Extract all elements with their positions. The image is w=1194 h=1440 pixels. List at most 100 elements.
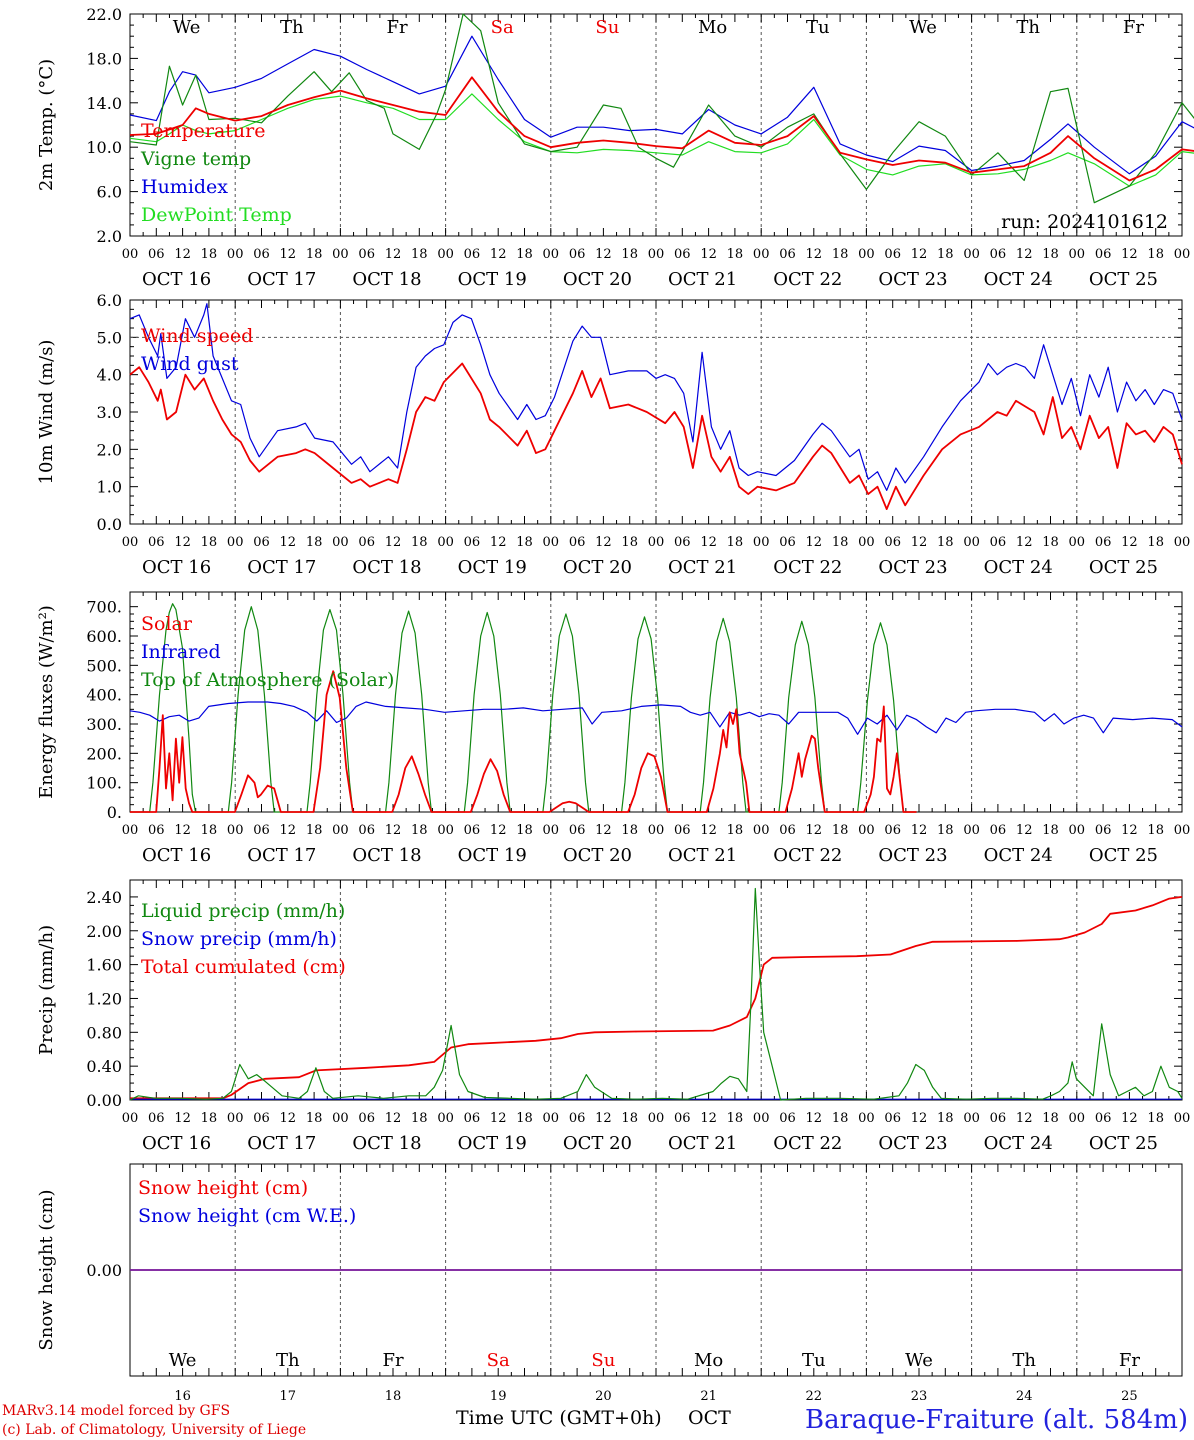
x-hour-label: 12 [700, 823, 717, 838]
x-hour-label: 06 [253, 823, 270, 838]
y-tick-label: 300. [86, 715, 122, 734]
x-hour-label: 18 [1042, 1111, 1059, 1126]
y-tick-label: 10.0 [86, 138, 122, 157]
x-hour-label: 18 [832, 535, 849, 550]
y-tick-label: 22.0 [86, 5, 122, 24]
x-hour-label: 18 [516, 535, 533, 550]
x-hour-label: 12 [595, 1111, 612, 1126]
x-hour-label: 12 [280, 247, 297, 262]
x-hour-label: 00 [332, 1111, 349, 1126]
x-hour-label: 00 [753, 1111, 770, 1126]
y-tick-label: 2.0 [97, 440, 122, 459]
x-hour-label: 00 [858, 823, 875, 838]
x-hour-label: 06 [148, 1111, 165, 1126]
y-tick-label: 2.00 [86, 922, 122, 941]
x-hour-label: 18 [1147, 247, 1164, 262]
x-hour-label: 00 [858, 535, 875, 550]
x-hour-label: 06 [990, 247, 1007, 262]
x-hour-label: 18 [1147, 823, 1164, 838]
x-hour-label: 12 [1016, 535, 1033, 550]
x-hour-label: 18 [201, 1111, 218, 1126]
x-hour-label: 12 [280, 535, 297, 550]
series-line-liquid-precip-mm-h [129, 887, 1183, 1101]
x-hour-label: 18 [201, 823, 218, 838]
series-line-humidex [129, 35, 1194, 175]
y-tick-label: 2.0 [97, 227, 122, 246]
x-hour-label: 06 [569, 535, 586, 550]
x-hour-label: 06 [1095, 1111, 1112, 1126]
x-hour-label: 06 [674, 247, 691, 262]
x-date-label: OCT 23 [878, 845, 947, 866]
x-hour-label: 12 [385, 1111, 402, 1126]
run-label: run: 2024101612 [1001, 211, 1168, 233]
y-axis-label: 10m Wind (m/s) [36, 340, 57, 485]
x-hour-label: 00 [963, 823, 980, 838]
x-hour-label: 18 [727, 535, 744, 550]
series-line-dewpoint-temp [129, 93, 1194, 187]
x-hour-label: 12 [1121, 823, 1138, 838]
weekday-label: Su [591, 1350, 615, 1371]
x-hour-label: 00 [543, 247, 560, 262]
weekday-label: Th [280, 17, 304, 38]
day-number-label: 21 [700, 1389, 717, 1404]
x-hour-label: 12 [385, 535, 402, 550]
x-date-label: OCT 23 [878, 557, 947, 578]
x-date-label: OCT 21 [668, 269, 737, 290]
y-tick-label: 5.0 [97, 328, 122, 347]
legend-entry: Vigne temp [140, 148, 251, 170]
panel-2 [129, 299, 1183, 525]
x-hour-label: 00 [1174, 535, 1191, 550]
day-number-label: 16 [174, 1389, 191, 1404]
x-hour-label: 18 [937, 247, 954, 262]
x-hour-label: 06 [358, 823, 375, 838]
y-tick-label: 0.80 [86, 1023, 122, 1042]
y-axis-label: Precip (mm/h) [36, 925, 57, 1055]
legend-entry: Snow precip (mm/h) [141, 928, 337, 950]
x-hour-label: 18 [201, 535, 218, 550]
x-hour-label: 06 [358, 1111, 375, 1126]
weekday-label: Th [1016, 17, 1040, 38]
footer-month: OCT [688, 1407, 731, 1429]
series-line-infrared [129, 701, 1183, 735]
weekday-label: We [169, 1350, 197, 1371]
x-hour-label: 00 [648, 247, 665, 262]
x-date-label: OCT 21 [668, 557, 737, 578]
x-hour-label: 00 [543, 535, 560, 550]
x-hour-label: 12 [806, 247, 823, 262]
x-hour-label: 06 [779, 823, 796, 838]
x-hour-label: 00 [543, 1111, 560, 1126]
x-hour-label: 00 [437, 247, 454, 262]
panel-3 [129, 591, 1183, 813]
x-hour-label: 00 [963, 535, 980, 550]
x-date-label: OCT 25 [1089, 1133, 1158, 1154]
weekday-label: Fr [1123, 17, 1144, 38]
x-hour-label: 18 [306, 247, 323, 262]
weekday-label: Tu [802, 1350, 826, 1371]
x-hour-label: 00 [227, 247, 244, 262]
x-date-label: OCT 17 [247, 845, 316, 866]
weekday-label: We [173, 17, 201, 38]
y-tick-label: 4.0 [97, 366, 122, 385]
x-hour-label: 00 [122, 247, 139, 262]
legend-entry: Total cumulated (cm) [141, 956, 346, 978]
x-hour-label: 06 [884, 1111, 901, 1126]
x-hour-label: 12 [806, 1111, 823, 1126]
y-tick-label: 0.40 [86, 1057, 122, 1076]
weekday-label: Tu [806, 17, 830, 38]
x-hour-label: 06 [674, 1111, 691, 1126]
x-hour-label: 00 [332, 823, 349, 838]
day-number-label: 23 [911, 1389, 928, 1404]
x-date-label: OCT 17 [247, 1133, 316, 1154]
x-hour-label: 06 [569, 1111, 586, 1126]
x-date-label: OCT 16 [142, 1133, 211, 1154]
x-hour-label: 18 [727, 823, 744, 838]
x-hour-label: 00 [1174, 823, 1191, 838]
series-line-wind-gust [129, 303, 1183, 491]
y-tick-label: 0.0 [97, 515, 122, 534]
day-number-label: 20 [595, 1389, 612, 1404]
x-date-label: OCT 20 [563, 1133, 632, 1154]
y-tick-label: 700. [86, 598, 122, 617]
x-hour-label: 18 [832, 247, 849, 262]
x-hour-label: 00 [648, 1111, 665, 1126]
y-tick-label: 100. [86, 774, 122, 793]
